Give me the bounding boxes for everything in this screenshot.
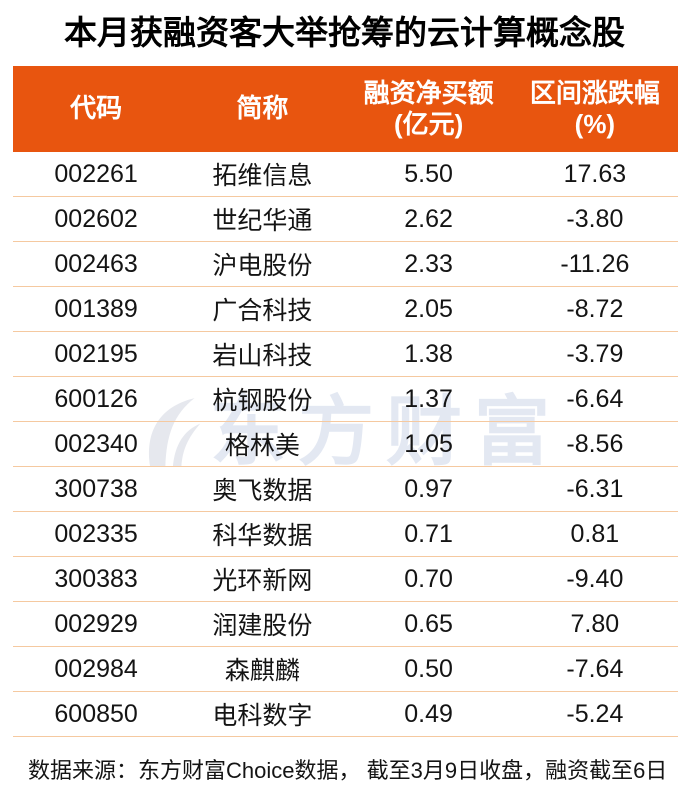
net-buy-value: 2.33 [404, 249, 453, 278]
stock-name: 科华数据 [212, 522, 313, 550]
table-row: 600850 电科数字 0.49 -5.24 [13, 692, 678, 737]
stock-code: 300738 [54, 474, 138, 503]
stock-name: 格林美 [224, 432, 300, 460]
stock-code: 002463 [54, 249, 138, 278]
range-change-value: -8.56 [566, 429, 624, 458]
range-change-value: -5.24 [566, 699, 624, 728]
column-header-netbuy: 融资净买额 (亿元) [346, 66, 512, 152]
table-row: 002984 森麒麟 0.50 -7.64 [13, 647, 678, 692]
table-row: 001389 广合科技 2.05 -8.72 [13, 287, 678, 332]
range-change-value: -3.79 [566, 339, 624, 368]
stock-name: 广合科技 [212, 297, 313, 325]
stock-code: 600126 [54, 384, 138, 413]
table-row: 600126 杭钢股份 1.37 -6.64 [13, 377, 678, 422]
table-row: 002463 沪电股份 2.33 -11.26 [13, 242, 678, 287]
net-buy-value: 1.37 [404, 384, 453, 413]
column-header-change-unit: (%) [574, 109, 616, 139]
stock-code: 300383 [54, 564, 138, 593]
range-change-value: -6.64 [566, 384, 624, 413]
net-buy-value: 0.50 [404, 654, 453, 683]
net-buy-value: 0.65 [404, 609, 453, 638]
stock-name: 森麒麟 [224, 657, 300, 685]
stock-code: 002984 [54, 654, 138, 683]
net-buy-value: 5.50 [404, 159, 453, 188]
stock-code: 002195 [54, 339, 138, 368]
range-change-value: -3.80 [566, 204, 624, 233]
stock-name: 杭钢股份 [212, 387, 313, 415]
table-header-row: 代码 简称 融资净买额 (亿元) 区间涨跌幅 (%) [13, 66, 678, 152]
net-buy-value: 0.97 [404, 474, 453, 503]
stock-name: 奥飞数据 [212, 477, 313, 505]
net-buy-value: 2.05 [404, 294, 453, 323]
column-header-name-label: 简称 [236, 93, 289, 124]
range-change-value: 0.81 [570, 519, 620, 548]
column-header-change-label: 区间涨跌幅 [529, 77, 660, 108]
stock-code: 002340 [54, 429, 138, 458]
stock-table: 代码 简称 融资净买额 (亿元) 区间涨跌幅 (%) 002261 拓维信息 5… [13, 66, 678, 737]
range-change-value: 7.80 [570, 609, 620, 638]
stock-code: 002929 [54, 609, 138, 638]
stock-name: 光环新网 [212, 567, 313, 595]
stock-code: 600850 [54, 699, 138, 728]
table-row: 002335 科华数据 0.71 0.81 [13, 512, 678, 557]
data-source-note: 数据来源：东方财富Choice数据， 截至3月9日收盘，融资截至6日 [28, 758, 668, 783]
net-buy-value: 2.62 [404, 204, 453, 233]
range-change-value: -11.26 [560, 249, 630, 278]
range-change-value: -8.72 [566, 294, 624, 323]
column-header-netbuy-unit: (亿元) [393, 109, 464, 139]
column-header-netbuy-label: 融资净买额 [363, 77, 494, 108]
net-buy-value: 0.71 [404, 519, 453, 548]
stock-name: 沪电股份 [212, 252, 313, 280]
stock-name: 电科数字 [212, 702, 313, 730]
range-change-value: 17.63 [563, 159, 627, 188]
stock-name: 润建股份 [212, 612, 313, 640]
stock-code: 002261 [54, 159, 138, 188]
column-header-name: 简称 [179, 66, 345, 152]
range-change-value: -7.64 [566, 654, 624, 683]
table-row: 002261 拓维信息 5.50 17.63 [13, 152, 678, 197]
stock-code: 001389 [54, 294, 138, 323]
table-row: 002195 岩山科技 1.38 -3.79 [13, 332, 678, 377]
column-header-change: 区间涨跌幅 (%) [512, 66, 678, 152]
net-buy-value: 0.70 [404, 564, 453, 593]
net-buy-value: 1.38 [404, 339, 453, 368]
stock-name: 拓维信息 [212, 162, 313, 190]
table-row: 002929 润建股份 0.65 7.80 [13, 602, 678, 647]
net-buy-value: 1.05 [404, 429, 453, 458]
table-row: 002602 世纪华通 2.62 -3.80 [13, 197, 678, 242]
stock-name: 岩山科技 [212, 342, 313, 370]
table-row: 002340 格林美 1.05 -8.56 [13, 422, 678, 467]
range-change-value: -6.31 [566, 474, 624, 503]
stock-code: 002335 [54, 519, 138, 548]
table-row: 300738 奥飞数据 0.97 -6.31 [13, 467, 678, 512]
table-row: 300383 光环新网 0.70 -9.40 [13, 557, 678, 602]
stock-code: 002602 [54, 204, 138, 233]
column-header-code: 代码 [13, 66, 179, 152]
column-header-code-label: 代码 [70, 93, 123, 124]
net-buy-value: 0.49 [404, 699, 453, 728]
page-title: 本月获融资客大举抢筹的云计算概念股 [64, 14, 625, 51]
stock-name: 世纪华通 [212, 207, 313, 235]
range-change-value: -9.40 [566, 564, 624, 593]
